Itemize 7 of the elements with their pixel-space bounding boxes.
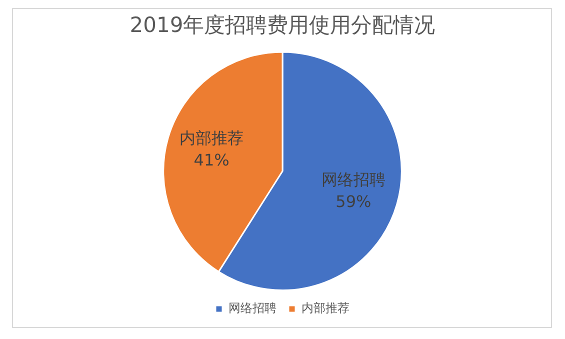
data-label: 59% — [336, 192, 372, 211]
slice-label: 网络招聘 — [321, 170, 386, 189]
legend-label: 内部推荐 — [302, 301, 350, 316]
data-label: 41% — [194, 150, 230, 170]
legend-label: 网络招聘 — [228, 301, 276, 316]
chart-title: 2019年度招聘费用使用分配情况 — [130, 13, 436, 38]
slice-label: 内部推荐 — [180, 128, 244, 148]
